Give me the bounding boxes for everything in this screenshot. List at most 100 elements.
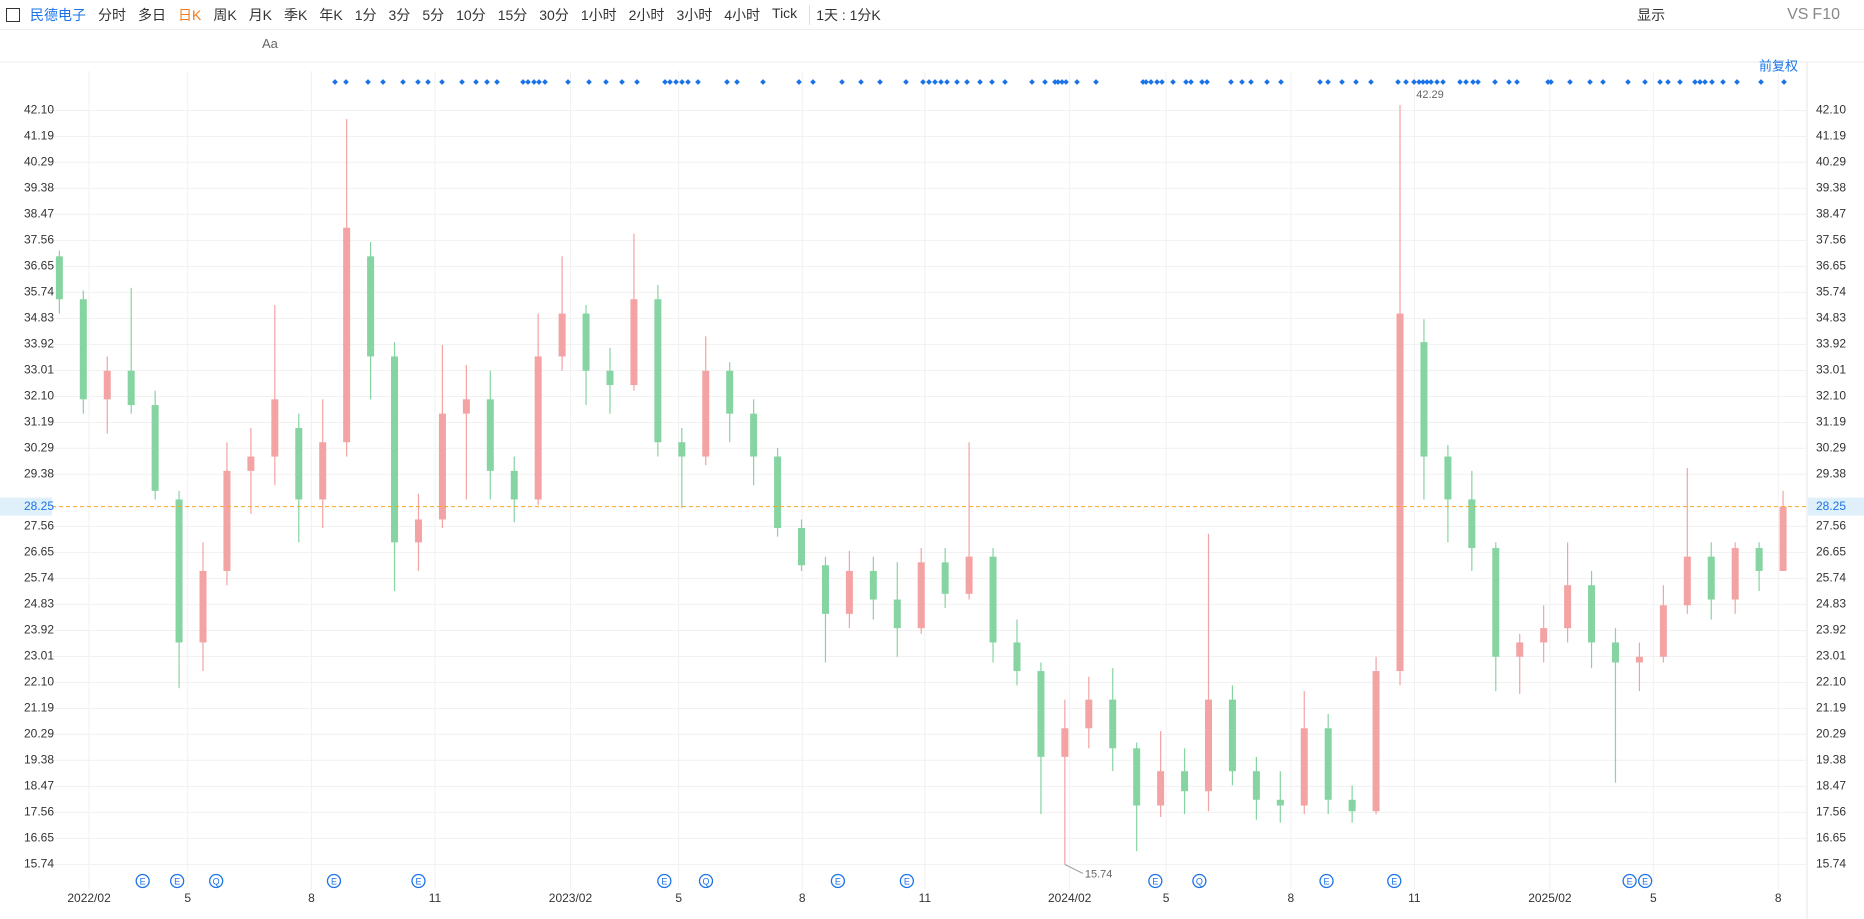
y-tick-label: 20.29 [1816,726,1846,740]
event-dot [1002,79,1008,85]
period-tab[interactable]: 多日 [138,6,166,23]
candle-body [678,442,686,457]
event-dot [1140,79,1146,85]
min-leader [1064,863,1084,874]
period-tab[interactable]: 15分 [497,6,528,23]
y-tick-label: 18.47 [1816,778,1846,792]
y-tick-label: 21.19 [24,701,54,715]
y-tick-label: 27.56 [1816,519,1846,533]
period-tab[interactable]: 4小时 [724,6,761,23]
candle-body [1181,771,1189,792]
period-tabs: 分时 多日 日K 周K 月K 季K 年K 1分 3分 5分 10分 15分 30分 1小时 2小时 3小时 4小… [98,5,809,25]
event-dot [1506,79,1512,85]
event-dot [484,79,490,85]
y-tick-label: 37.56 [24,232,54,246]
event-dot [459,79,465,85]
event-dot [944,79,950,85]
candle-body [774,456,782,529]
y-tick-label: 22.10 [1816,675,1846,689]
period-tab[interactable]: 年K [319,6,343,23]
event-dot [415,79,421,85]
y-tick-label: 22.10 [24,675,54,689]
period-toolbar: 民德电子 分时 多日 日K 周K 月K 季K 年K 1分 3分 5分 10分 15分 30分 1小时 2小时… [0,0,1864,30]
event-dot [1042,79,1048,85]
period-tab[interactable]: 月K [248,6,273,23]
period-tab[interactable]: 5分 [422,6,445,23]
event-dot [1416,79,1422,85]
period-tab[interactable]: 1小时 [580,6,617,23]
f10-button[interactable]: F10 [1812,5,1840,23]
candle-body [1707,556,1715,600]
event-dot [565,79,571,85]
candle-body [1348,799,1356,812]
y-tick-label: 23.92 [24,623,54,637]
candle-body [1276,799,1284,806]
symbol[interactable]: 民德电子 [30,6,86,23]
event-dot [662,79,668,85]
event-dot [858,79,864,85]
event-marker [1622,873,1637,889]
period-tab[interactable]: Tick [772,4,798,21]
period-tab[interactable]: 10分 [456,6,486,23]
period-tab[interactable]: 季K [284,6,308,23]
y-tick-label: 17.56 [1816,805,1846,819]
period-tab[interactable]: 30分 [539,6,569,23]
period-tab[interactable]: 日K [178,6,202,23]
y-tick-label: 36.65 [1816,259,1846,273]
event-label: Q [1196,876,1203,886]
event-dot [1720,79,1726,85]
candle-body [127,370,135,406]
period-tab[interactable]: 分时 [98,6,126,23]
x-tick-label: 8 [1775,891,1782,905]
period-tab[interactable]: 3小时 [676,6,713,23]
event-dot [1470,79,1476,85]
candle-body [1779,506,1787,571]
event-dot [1325,79,1331,85]
last-price-label: 28.25 [24,499,54,513]
period-tab[interactable]: 3分 [388,6,411,23]
event-label: E [174,876,180,886]
event-dot [473,79,479,85]
period-tab[interactable]: 周K [213,6,237,23]
adjustment-label: 前复权 [1759,58,1798,73]
y-tick-label: 19.38 [1816,752,1846,766]
y-tick-label: 23.01 [1816,649,1846,663]
y-tick-label: 33.01 [24,363,54,377]
event-dot [1424,79,1430,85]
event-dot [1545,79,1551,85]
event-dot [673,79,679,85]
candle-body [1516,642,1524,657]
event-dot [425,79,431,85]
y-tick-label: 21.19 [1816,701,1846,715]
display-menu[interactable]: 显示 [1637,6,1666,23]
y-tick-label: 29.38 [1816,466,1846,480]
candle-body [223,470,231,571]
sidebar-toggle[interactable] [6,7,20,22]
candle-body [558,313,566,357]
candle-body [319,442,327,500]
event-marker [1319,873,1334,889]
period-tab[interactable]: 2小时 [628,6,665,23]
event-dot [1339,79,1345,85]
period-tab[interactable]: 1分 [354,6,377,23]
text-tool[interactable]: Aa [262,35,278,51]
last-price-label: 28.25 [1816,499,1846,513]
vs-button[interactable]: VS [1787,5,1809,23]
candle-body [702,370,710,457]
period-selector[interactable]: 1天 : 1分K [809,4,881,25]
event-dot [1368,79,1374,85]
candle-body [869,570,877,600]
candle-body [965,556,973,594]
x-tick-label: 5 [1650,891,1657,905]
y-tick-label: 35.74 [24,285,54,299]
y-tick-label: 19.38 [24,752,54,766]
event-dot [1697,79,1703,85]
y-tick-label: 24.83 [1816,597,1846,611]
candle-body [1396,313,1404,672]
event-dot [1278,79,1284,85]
event-marker [698,873,714,889]
event-dot [1657,79,1663,85]
event-marker [899,873,915,889]
event-label: E [1627,876,1633,886]
